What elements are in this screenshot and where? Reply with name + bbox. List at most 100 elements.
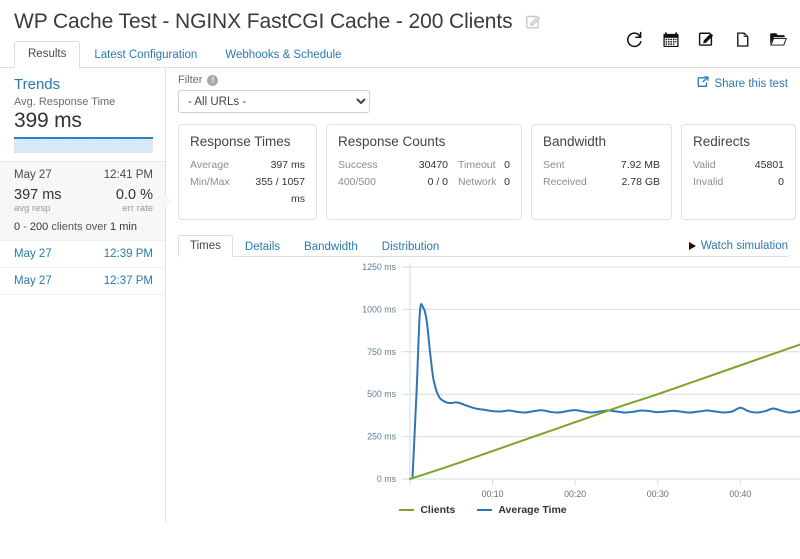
card-row: Invalid 0 bbox=[693, 174, 784, 191]
redirects-invalid-value: 0 bbox=[778, 176, 784, 188]
response-counts-network-label: Network bbox=[458, 176, 497, 188]
refresh-icon[interactable] bbox=[625, 30, 644, 49]
redirects-invalid-label: Invalid bbox=[693, 176, 724, 188]
redirects-valid-value: 45801 bbox=[754, 159, 784, 171]
card-row: Min/Max 355 / 1057 ms bbox=[190, 174, 305, 208]
share-external-icon bbox=[697, 76, 710, 91]
trend-run-avg-resp-value: 397 ms bbox=[14, 187, 62, 203]
y-axis-left-tick: 1250 ms bbox=[362, 262, 396, 272]
trend-run-metric-labels: avg resp err rate bbox=[14, 203, 153, 214]
edit-square-icon[interactable] bbox=[525, 14, 541, 30]
legend-item-clients[interactable]: Clients bbox=[399, 504, 455, 516]
response-times-minmax-label: Min/Max bbox=[190, 176, 230, 188]
trend-run-clients-line: 0 - 200 clients over 1 min bbox=[14, 221, 153, 233]
edit-icon[interactable] bbox=[697, 30, 716, 49]
filter-label-group: Filter ! bbox=[178, 74, 370, 86]
card-row: Average 397 ms bbox=[190, 157, 305, 174]
response-times-minmax-value: 355 / 1057 ms bbox=[255, 176, 305, 205]
bandwidth-received-value: 2.78 GB bbox=[621, 176, 660, 188]
trend-run-clients-dash: - bbox=[23, 221, 27, 233]
tab-webhooks-schedule[interactable]: Webhooks & Schedule bbox=[225, 49, 342, 61]
trend-run-date: May 27 bbox=[14, 169, 52, 181]
legend-swatch-average-time bbox=[477, 508, 493, 512]
bandwidth-sent-label: Sent bbox=[543, 159, 565, 171]
info-icon[interactable]: ! bbox=[207, 74, 219, 86]
trend-run-time: 12:41 PM bbox=[103, 169, 153, 181]
legend-item-average-time[interactable]: Average Time bbox=[477, 504, 567, 516]
card-row: Sent 7.92 MB bbox=[543, 157, 660, 174]
url-filter-select[interactable]: - All URLs - bbox=[178, 90, 370, 113]
trend-run-date: May 27 bbox=[14, 248, 52, 260]
card-title: Bandwidth bbox=[543, 134, 607, 149]
response-counts-400500-value: 0 / 0 bbox=[427, 176, 448, 188]
card-title: Redirects bbox=[693, 134, 751, 149]
trend-run-list: May 27 12:41 PM 397 ms 0.0 % avg resp er… bbox=[0, 161, 172, 295]
subtab-times[interactable]: Times bbox=[178, 235, 233, 257]
file-icon[interactable] bbox=[733, 30, 752, 49]
page-title: WP Cache Test - NGINX FastCGI Cache - 20… bbox=[14, 10, 513, 33]
legend-swatch-clients bbox=[399, 508, 415, 512]
share-this-test-label: Share this test bbox=[714, 77, 788, 90]
play-icon bbox=[688, 242, 696, 250]
trend-run-item[interactable]: May 27 12:39 PM bbox=[0, 241, 165, 268]
subtab-distribution[interactable]: Distribution bbox=[381, 241, 440, 253]
card-row: Received 2.78 GB bbox=[543, 174, 660, 191]
card-title: Response Counts bbox=[338, 134, 446, 149]
response-times-average-label: Average bbox=[190, 159, 229, 171]
filter-label: Filter bbox=[178, 74, 203, 86]
response-times-average-value: 397 ms bbox=[270, 159, 305, 171]
trend-run-time: 12:39 PM bbox=[103, 248, 153, 260]
calendar-icon[interactable] bbox=[661, 30, 680, 49]
series-average-time bbox=[411, 303, 800, 480]
trend-run-err-rate-value: 0.0 % bbox=[115, 187, 153, 203]
response-counts-success-label: Success bbox=[338, 159, 378, 171]
bandwidth-received-label: Received bbox=[543, 176, 587, 188]
card-row: Success 30470 Timeout 0 bbox=[338, 157, 510, 174]
chart-legend: Clients Average Time bbox=[166, 504, 800, 516]
subtab-details[interactable]: Details bbox=[244, 241, 281, 253]
y-axis-left-tick: 250 ms bbox=[367, 432, 396, 442]
trend-run-item-selected[interactable]: May 27 12:41 PM 397 ms 0.0 % avg resp er… bbox=[0, 162, 172, 241]
folder-icon[interactable] bbox=[769, 30, 788, 49]
chart-subtabs: Times Details Bandwidth Distribution Wat… bbox=[178, 234, 788, 257]
trend-run-header: May 27 12:37 PM bbox=[14, 275, 153, 287]
share-this-test-link[interactable]: Share this test bbox=[697, 76, 788, 91]
legend-label-clients: Clients bbox=[420, 504, 456, 516]
trend-run-time: 12:37 PM bbox=[103, 275, 153, 287]
subtab-bandwidth[interactable]: Bandwidth bbox=[304, 241, 358, 253]
trends-summary: Trends Avg. Response Time 399 ms bbox=[0, 68, 165, 161]
page-header: WP Cache Test - NGINX FastCGI Cache - 20… bbox=[0, 0, 800, 36]
trends-sidebar: Trends Avg. Response Time 399 ms May 27 … bbox=[0, 68, 172, 522]
trend-run-metrics: 397 ms 0.0 % bbox=[14, 181, 153, 203]
legend-label-average-time: Average Time bbox=[498, 504, 567, 516]
trend-run-avg-resp-label: avg resp bbox=[14, 203, 51, 214]
tab-results[interactable]: Results bbox=[14, 41, 81, 68]
response-counts-success-value: 30470 bbox=[418, 159, 448, 171]
card-bandwidth: Bandwidth Sent 7.92 MB Received 2.78 GB bbox=[531, 124, 672, 220]
card-row: Valid 45801 bbox=[693, 157, 784, 174]
trend-run-item[interactable]: May 27 12:37 PM bbox=[0, 268, 165, 295]
watch-simulation-label: Watch simulation bbox=[700, 240, 788, 252]
series-clients bbox=[409, 343, 800, 480]
sparkline-fill bbox=[14, 139, 153, 153]
y-axis-left-tick: 0 ms bbox=[377, 474, 397, 484]
trend-run-header: May 27 12:41 PM bbox=[14, 169, 153, 181]
trends-metric-value: 399 ms bbox=[14, 109, 82, 132]
trend-run-duration: 1 min bbox=[110, 221, 137, 233]
y-axis-left-tick: 750 ms bbox=[367, 347, 396, 357]
trends-metric-label: Avg. Response Time bbox=[14, 96, 116, 108]
card-response-times: Response Times Average 397 ms Min/Max 35… bbox=[178, 124, 317, 220]
filter-control-group: Filter ! - All URLs - bbox=[178, 74, 370, 113]
watch-simulation-link[interactable]: Watch simulation bbox=[688, 240, 788, 252]
main-tabs: Results Latest Configuration Webhooks & … bbox=[0, 41, 800, 68]
response-counts-400500-label: 400/500 bbox=[338, 176, 376, 188]
response-counts-network-value: 0 bbox=[504, 176, 510, 188]
tab-latest-configuration[interactable]: Latest Configuration bbox=[94, 49, 198, 61]
y-axis-left-tick: 500 ms bbox=[367, 389, 396, 399]
filter-row: Filter ! - All URLs - Share this test bbox=[178, 74, 788, 113]
trends-sparkline bbox=[14, 137, 153, 153]
trends-title: Trends bbox=[14, 76, 61, 93]
card-response-counts: Response Counts Success 30470 Timeout 0 … bbox=[326, 124, 522, 220]
